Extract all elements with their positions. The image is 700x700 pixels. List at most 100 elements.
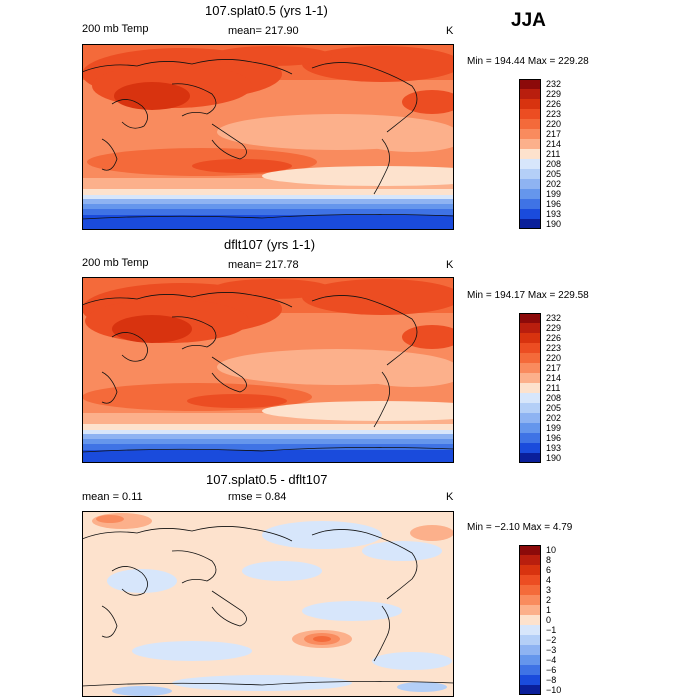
panel1-colorbar-label: 229 xyxy=(546,89,562,99)
panel3-colorbar-swatch xyxy=(519,655,541,666)
panel3-mean: mean = 0.11 xyxy=(82,491,143,503)
panel2-colorbar-swatch xyxy=(519,343,541,354)
panel1-field-label: 200 mb Temp xyxy=(82,23,149,35)
panel2-colorbar-swatch xyxy=(519,423,541,434)
panel3-colorbar-label: −8 xyxy=(546,675,557,685)
panel1-colorbar-label: 196 xyxy=(546,199,562,209)
panel1-mean: mean= 217.90 xyxy=(228,25,299,37)
panel3-colorbar-swatch xyxy=(519,555,541,566)
panel3-colorbar-label: 4 xyxy=(546,575,552,585)
panel1-minmax: Min = 194.44 Max = 229.28 xyxy=(467,56,589,67)
panel1-map xyxy=(82,44,454,230)
panel1-colorbar-label: 217 xyxy=(546,129,562,139)
panel1-colorbar-label: 223 xyxy=(546,109,562,119)
panel3-map xyxy=(82,511,454,697)
panel3-colorbar-swatch xyxy=(519,625,541,636)
panel1-colorbar-label: 220 xyxy=(546,119,562,129)
panel1-colorbar-swatch xyxy=(519,129,541,140)
panel2-map xyxy=(82,277,454,463)
panel1-colorbar-label: 226 xyxy=(546,99,562,109)
panel1-colorbar-label: 208 xyxy=(546,159,562,169)
panel1-colorbar-label: 190 xyxy=(546,219,562,229)
panel3-colorbar-swatch xyxy=(519,545,541,556)
panel1-colorbar-swatch xyxy=(519,149,541,160)
panel2-colorbar-label: 196 xyxy=(546,433,562,443)
panel3-colorbar-swatch xyxy=(519,685,541,695)
panel1-colorbar-swatch xyxy=(519,189,541,200)
panel2-colorbar-label: 220 xyxy=(546,353,562,363)
panel2-colorbar-swatch xyxy=(519,353,541,364)
panel1-colorbar-label: 199 xyxy=(546,189,562,199)
panel2-colorbar-label: 226 xyxy=(546,333,562,343)
panel2-minmax: Min = 194.17 Max = 229.58 xyxy=(467,290,589,301)
panel2-colorbar-label: 229 xyxy=(546,323,562,333)
panel2-colorbar-swatch xyxy=(519,323,541,334)
panel3-colorbar-label: 3 xyxy=(546,585,552,595)
panel3-colorbar-swatch xyxy=(519,565,541,576)
panel2-colorbar-label: 205 xyxy=(546,403,562,413)
panel3-colorbar-label: 10 xyxy=(546,545,557,555)
season-label: JJA xyxy=(511,10,546,31)
panel2-colorbar-label: 193 xyxy=(546,443,562,453)
panel3-colorbar-label: 0 xyxy=(546,615,552,625)
panel3-colorbar-label: −4 xyxy=(546,655,557,665)
panel3-colorbar-swatch xyxy=(519,575,541,586)
panel3-colorbar-swatch xyxy=(519,675,541,686)
panel2-field-label: 200 mb Temp xyxy=(82,257,149,269)
panel1-colorbar-label: 202 xyxy=(546,179,562,189)
panel3-colorbar-swatch xyxy=(519,605,541,616)
panel1-colorbar-swatch xyxy=(519,89,541,100)
panel1-colorbar-swatch xyxy=(519,219,541,229)
panel1-colorbar-swatch xyxy=(519,109,541,120)
panel1-colorbar-label: 193 xyxy=(546,209,562,219)
panel1-colorbar-swatch xyxy=(519,79,541,90)
panel3-title: 107.splat0.5 - dflt107 xyxy=(206,472,328,487)
panel2-colorbar-swatch xyxy=(519,453,541,463)
panel3-colorbar-swatch xyxy=(519,615,541,626)
panel2-colorbar-swatch xyxy=(519,373,541,384)
panel1-units: K xyxy=(446,25,454,37)
panel2-colorbar-label: 202 xyxy=(546,413,562,423)
panel2-colorbar-swatch xyxy=(519,403,541,414)
panel1-colorbar-swatch xyxy=(519,119,541,130)
panel2-colorbar-swatch xyxy=(519,393,541,404)
panel3-colorbar-label: −2 xyxy=(546,635,557,645)
panel3-colorbar-swatch xyxy=(519,645,541,656)
panel3-colorbar-label: −10 xyxy=(546,685,562,695)
panel2-colorbar-swatch xyxy=(519,333,541,344)
panel1-colorbar-label: 205 xyxy=(546,169,562,179)
panel2-colorbar-swatch xyxy=(519,363,541,374)
panel3-colorbar-swatch xyxy=(519,595,541,606)
panel1-colorbar-label: 211 xyxy=(546,149,561,159)
panel2-colorbar-swatch xyxy=(519,313,541,324)
panel3-rmse: rmse = 0.84 xyxy=(228,491,287,503)
panel1-title: 107.splat0.5 (yrs 1-1) xyxy=(205,3,328,18)
panel1-colorbar-swatch xyxy=(519,159,541,170)
panel2-colorbar-label: 199 xyxy=(546,423,562,433)
panel2-units: K xyxy=(446,259,454,271)
panel1-colorbar-swatch xyxy=(519,179,541,190)
panel2-colorbar-label: 208 xyxy=(546,393,562,403)
panel1-colorbar-swatch xyxy=(519,169,541,180)
panel3-colorbar-swatch xyxy=(519,665,541,676)
panel3-units: K xyxy=(446,491,454,503)
panel3-colorbar-label: 1 xyxy=(546,605,552,615)
panel2-colorbar-label: 190 xyxy=(546,453,562,463)
panel3-colorbar-label: 2 xyxy=(546,595,552,605)
panel1-colorbar-swatch xyxy=(519,99,541,110)
panel2-colorbar-label: 214 xyxy=(546,373,562,383)
panel1-colorbar-label: 232 xyxy=(546,79,562,89)
panel2-title: dflt107 (yrs 1-1) xyxy=(224,237,316,252)
panel3-colorbar-swatch xyxy=(519,585,541,596)
panel3-colorbar-label: −3 xyxy=(546,645,557,655)
panel3-colorbar-swatch xyxy=(519,635,541,646)
panel2-colorbar-swatch xyxy=(519,383,541,394)
panel2-colorbar-label: 223 xyxy=(546,343,562,353)
panel1-colorbar-label: 214 xyxy=(546,139,562,149)
panel2-colorbar-swatch xyxy=(519,413,541,424)
panel1-colorbar-swatch xyxy=(519,139,541,150)
panel2-colorbar-label: 211 xyxy=(546,383,561,393)
panel3-minmax: Min = −2.10 Max = 4.79 xyxy=(467,522,573,533)
panel2-colorbar-label: 217 xyxy=(546,363,562,373)
panel3-colorbar-label: 8 xyxy=(546,555,552,565)
